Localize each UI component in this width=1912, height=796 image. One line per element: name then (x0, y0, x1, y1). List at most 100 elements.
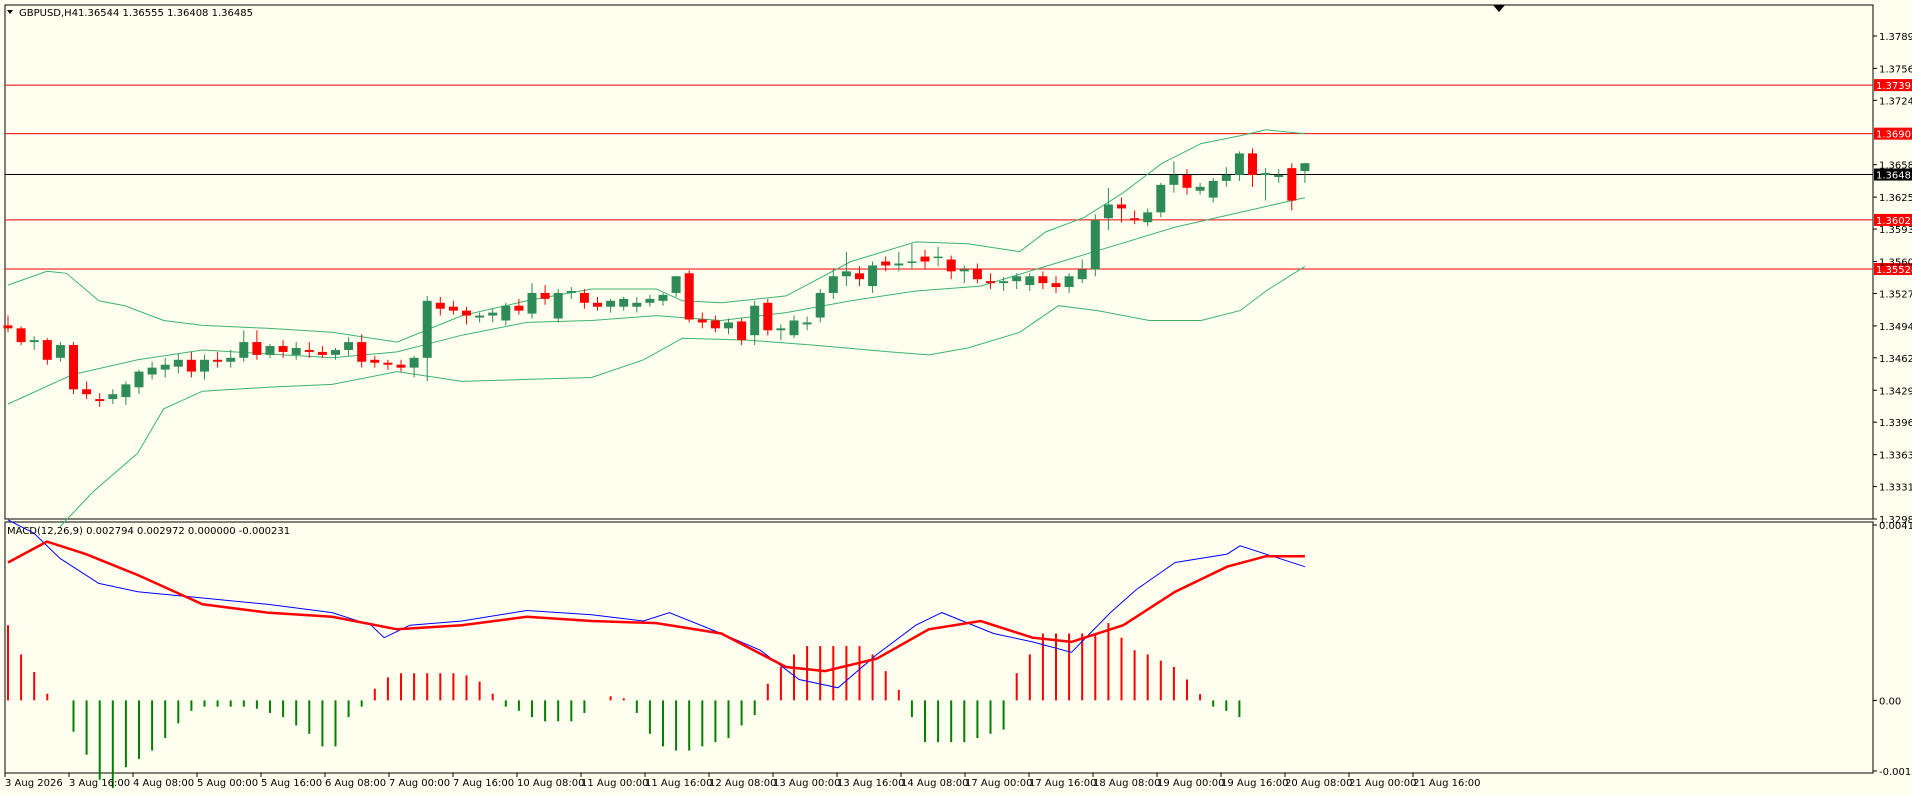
candle (907, 243, 917, 270)
candle (1051, 276, 1061, 293)
candle-body (1208, 180, 1218, 198)
price-axis-label: 1.35275 (1879, 289, 1912, 300)
candle (108, 389, 118, 405)
candle (95, 393, 105, 407)
macd-axis-label: 0.004197 (1879, 521, 1912, 532)
candle (1117, 197, 1126, 223)
candle (1064, 273, 1074, 293)
candle (383, 359, 393, 370)
candle (1025, 273, 1035, 291)
candle-body (658, 294, 668, 301)
candle (606, 298, 616, 313)
price-axis-label: 1.35930 (1879, 225, 1912, 236)
candle-body (946, 259, 956, 272)
candle (82, 381, 92, 400)
candle (593, 296, 602, 311)
candle (1274, 169, 1284, 183)
candle (462, 306, 471, 325)
candle (514, 298, 524, 315)
time-axis-label: 13 Aug 00:00 (773, 778, 840, 789)
candle-body (357, 342, 367, 362)
candle (1143, 208, 1153, 227)
candle (776, 324, 786, 341)
candle (710, 315, 720, 333)
time-axis-label: 19 Aug 00:00 (1157, 778, 1224, 789)
candle (1261, 168, 1271, 201)
candle-body (855, 273, 864, 280)
candle (527, 283, 537, 319)
candle (200, 354, 209, 380)
candle-body (959, 269, 969, 272)
candle (448, 300, 458, 315)
candle (619, 296, 629, 311)
price-axis-label: 1.32980 (1879, 515, 1912, 526)
candle (737, 318, 747, 346)
candle (55, 342, 65, 362)
candle-body (527, 292, 537, 314)
candle (304, 342, 314, 358)
candle-body (671, 276, 681, 293)
candle (933, 246, 943, 267)
candle-body (894, 263, 904, 266)
candle-body (475, 315, 485, 318)
bollinger-middle-band (7, 197, 1306, 405)
candle-body (553, 292, 563, 319)
price-axis-label: 1.36255 (1879, 193, 1912, 204)
current-price-tag (1874, 168, 1912, 181)
time-axis-label: 17 Aug 00:00 (965, 778, 1032, 789)
price-axis-label: 1.34620 (1879, 354, 1912, 365)
candle (684, 270, 694, 323)
candle (16, 326, 26, 346)
candle-body (645, 298, 655, 303)
candle-body (710, 320, 720, 329)
candle (802, 316, 812, 331)
candle (29, 336, 39, 350)
price-axis-label: 1.34290 (1879, 386, 1912, 397)
candle-body (1261, 173, 1271, 176)
candle-body (881, 261, 891, 266)
candle-body (579, 292, 589, 303)
candle (1300, 163, 1310, 183)
bollinger-upper-band (7, 129, 1305, 343)
candle-body (331, 349, 340, 355)
candle-body (173, 359, 183, 367)
candle-body (200, 359, 209, 372)
time-axis-label: 13 Aug 16:00 (837, 778, 904, 789)
candle-body (868, 265, 878, 287)
candle-body (933, 256, 943, 259)
candle-body (488, 312, 498, 316)
time-axis-label: 18 Aug 08:00 (1093, 778, 1160, 789)
price-axis-label: 1.35600 (1879, 258, 1912, 269)
candle (409, 355, 419, 378)
symbol-menu-arrow-icon[interactable] (7, 10, 13, 14)
candle-body (3, 325, 13, 329)
candle (422, 295, 432, 382)
candle-body (291, 347, 301, 355)
candle-body (724, 322, 733, 329)
candle (828, 269, 838, 299)
candle-body (1300, 163, 1310, 172)
symbol-timeframe: GBPUSD,H4 (19, 8, 78, 19)
candle (1103, 187, 1113, 231)
chart-shift-marker[interactable] (1493, 5, 1505, 12)
candle (1248, 148, 1257, 187)
candle-body (737, 321, 747, 341)
candle-body (108, 394, 118, 400)
candle (815, 289, 825, 323)
candle-body (684, 273, 694, 320)
time-axis-label: 11 Aug 00:00 (581, 778, 648, 789)
level-price-tag (1874, 79, 1912, 92)
candle (881, 256, 891, 272)
price-axis-label: 1.34945 (1879, 322, 1912, 333)
candle (265, 344, 275, 358)
macd-axis-label: 0.00 (1879, 696, 1901, 707)
candle-body (828, 276, 838, 293)
candle-body (344, 342, 354, 350)
candle (645, 294, 655, 307)
candle-body (907, 261, 917, 264)
candle (147, 361, 157, 380)
candle-body (776, 328, 786, 331)
candle (475, 312, 485, 323)
